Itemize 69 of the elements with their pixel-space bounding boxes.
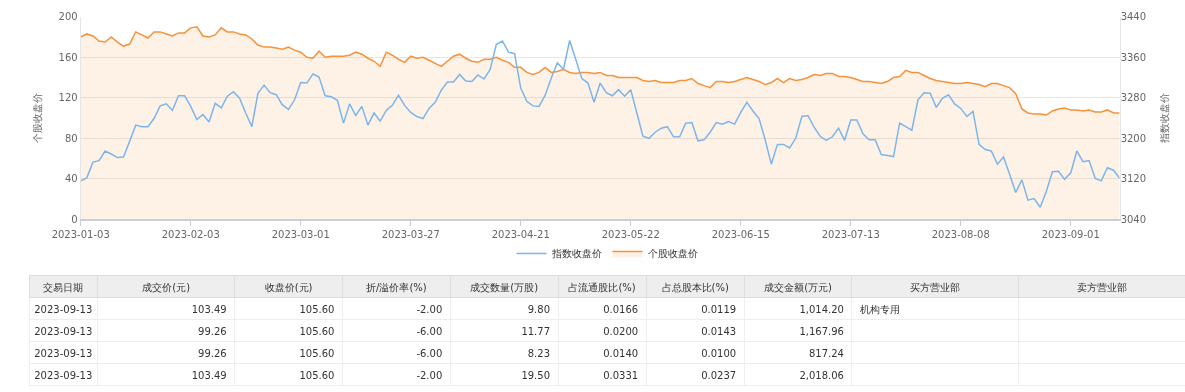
text: 105.60 [299,348,335,360]
category-label: 成交数量(万股) [470,282,539,294]
x-tick-label: 2023-02-03 [161,229,220,241]
category-label: 收盘价(元) [264,282,313,294]
text: 0.0166 [603,304,639,316]
text: 2023-09-13 [34,370,93,382]
text: 0.0200 [603,326,639,338]
y2-tick-label: 3280 [1120,92,1147,104]
category-label: 成交金额(万元) [764,282,833,294]
y2-axis-title: 指数收盘价 [1158,93,1170,145]
y-tick-label: 200 [58,11,78,23]
x-tick-label: 2023-08-08 [931,229,990,241]
text: 机构专用 [859,304,900,316]
text: 2,018.06 [799,370,844,382]
text: 103.49 [191,304,227,316]
text: 0.0331 [603,370,639,382]
text: -2.00 [416,304,443,316]
y2-tick-label: 3360 [1120,51,1147,63]
text: 0.0100 [701,348,737,360]
text: 103.49 [191,370,227,382]
text: 8.23 [527,348,551,360]
legend-label: 指数收盘价 [550,248,602,260]
text: 99.26 [198,348,227,360]
y2-tick-label: 3200 [1120,132,1147,144]
text: 0.0119 [701,304,737,316]
x-tick-label: 2023-04-21 [491,229,550,241]
text: -2.00 [416,370,443,382]
y-tick-label: 40 [64,173,78,185]
text: 11.77 [521,326,551,338]
category-label: 交易日期 [43,282,84,294]
text: 105.60 [299,304,335,316]
y-axis-title: 个股收盘价 [31,93,43,144]
x-tick-label: 2023-06-15 [711,229,770,241]
x-tick-label: 2023-01-03 [51,229,110,241]
y-tick-label: 160 [58,51,78,63]
text: 2023-09-13 [34,326,93,338]
category-label: 占流通股比(%) [568,282,636,294]
category-label: 买方营业部 [910,282,961,294]
y2-tick-label: 3120 [1120,173,1147,185]
y-tick-label: 80 [64,132,78,144]
text: 99.26 [198,326,227,338]
category-label: 成交价(元) [142,282,191,294]
y2-tick-label: 3040 [1120,213,1147,225]
category-label: 卖方营业部 [1076,282,1127,294]
x-tick-label: 2023-03-01 [271,229,330,241]
text: 2023-09-13 [34,348,93,360]
x-tick-label: 2023-05-22 [601,229,660,241]
x-tick-label: 2023-03-27 [381,229,440,241]
text: 0.0143 [701,326,737,338]
text: -6.00 [416,348,443,360]
text: 817.24 [808,348,844,360]
text: 1,167.96 [799,326,844,338]
text: 1,014.20 [799,304,844,316]
text: 2023-09-13 [34,304,93,316]
y2-tick-label: 3440 [1120,11,1147,23]
category-label: 占总股本比(%) [661,282,729,294]
x-tick-label: 2023-09-01 [1041,229,1100,241]
y-tick-label: 120 [58,92,78,104]
legend-label: 个股收盘价 [647,248,698,260]
text: -6.00 [416,326,443,338]
x-tick-label: 2023-07-13 [821,229,880,241]
text: 105.60 [299,326,335,338]
y-tick-label: 0 [71,213,78,225]
text: 105.60 [299,370,335,382]
text: 0.0140 [603,348,639,360]
text: 19.50 [521,370,551,382]
text: 0.0237 [701,370,737,382]
text: 9.80 [527,304,551,316]
category-label: 折/溢价率(%) [366,282,427,294]
